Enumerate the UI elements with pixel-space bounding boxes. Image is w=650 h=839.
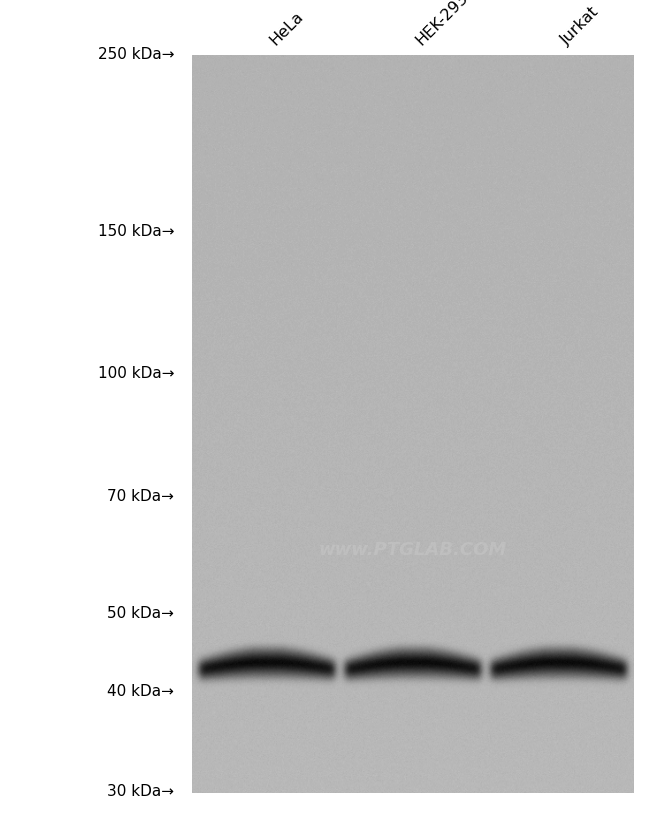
Text: Jurkat: Jurkat xyxy=(558,4,603,48)
Text: 50 kDa→: 50 kDa→ xyxy=(107,606,174,621)
Text: 100 kDa→: 100 kDa→ xyxy=(98,366,174,381)
Text: 40 kDa→: 40 kDa→ xyxy=(107,684,174,699)
Text: HeLa: HeLa xyxy=(267,8,306,48)
Text: 30 kDa→: 30 kDa→ xyxy=(107,784,174,800)
Text: 250 kDa→: 250 kDa→ xyxy=(98,47,174,62)
Text: HEK-293: HEK-293 xyxy=(413,0,471,48)
Text: www.PTGLAB.COM: www.PTGLAB.COM xyxy=(318,541,507,560)
Text: 150 kDa→: 150 kDa→ xyxy=(98,224,174,239)
Text: 70 kDa→: 70 kDa→ xyxy=(107,489,174,504)
